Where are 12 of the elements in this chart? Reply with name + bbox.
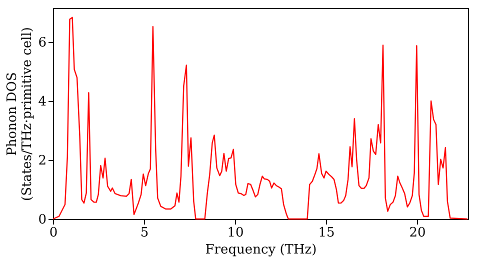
x-tick-label: 5 [140, 226, 149, 240]
line-series [52, 16, 468, 220]
x-tick-label: 0 [49, 226, 58, 240]
x-tick-label: 15 [318, 226, 335, 240]
x-tick-label: 10 [227, 226, 244, 240]
y-tick-label: 2 [38, 153, 46, 168]
y-tick-label: 6 [38, 35, 46, 50]
y-tick-label: 4 [38, 94, 46, 110]
x-axis-title: Frequency (THz) [205, 242, 317, 258]
y-tick-label: 0 [38, 212, 46, 228]
x-tick-label: 20 [409, 226, 426, 240]
y-axis-title: Phonon DOS (States/THz·primitive cell) [5, 26, 36, 202]
